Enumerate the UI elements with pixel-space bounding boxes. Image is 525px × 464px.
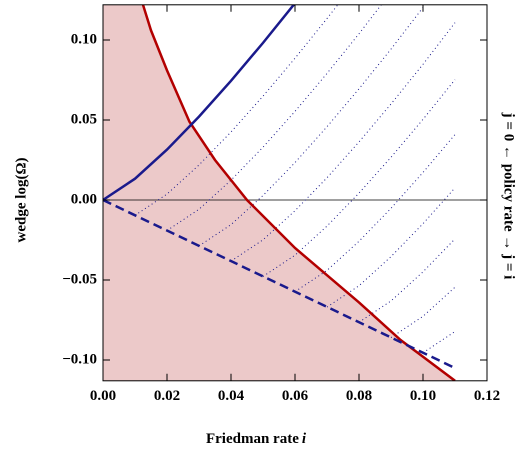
plot-area [103,4,487,381]
y-tick-label: 0.05 [71,111,97,127]
x-tick-label: 0.02 [154,388,180,404]
x-label-text: Friedman rate [206,431,299,447]
dotted-line [422,331,456,354]
dotted-line [326,187,456,308]
dotted-line [294,134,456,293]
x-tick-label: 0.06 [282,388,309,404]
y-tick-label: 0.10 [71,31,97,47]
x-label-var: i [302,431,307,447]
x-tick-label: 0.00 [90,388,116,404]
dotted-line [390,286,456,339]
x-axis-label: Friedman rate i [206,431,307,447]
right-label: j = 0 ← policy rate → j = i [501,112,517,280]
solid-line [103,4,296,202]
y-tick-label: −0.05 [62,271,97,287]
shaded-area [103,4,455,381]
x-tick-label: 0.08 [346,388,372,404]
y-tick-label: −0.10 [62,351,97,367]
dotted-line [358,238,456,323]
dashed-line [103,198,456,370]
y-tick-label: 0.00 [71,191,97,207]
x-tick-label: 0.04 [218,388,245,404]
y-axis-label: wedge log(Ω) [13,158,29,243]
x-tick-label: 0.12 [474,388,500,404]
x-tick-label: 0.10 [410,388,436,404]
